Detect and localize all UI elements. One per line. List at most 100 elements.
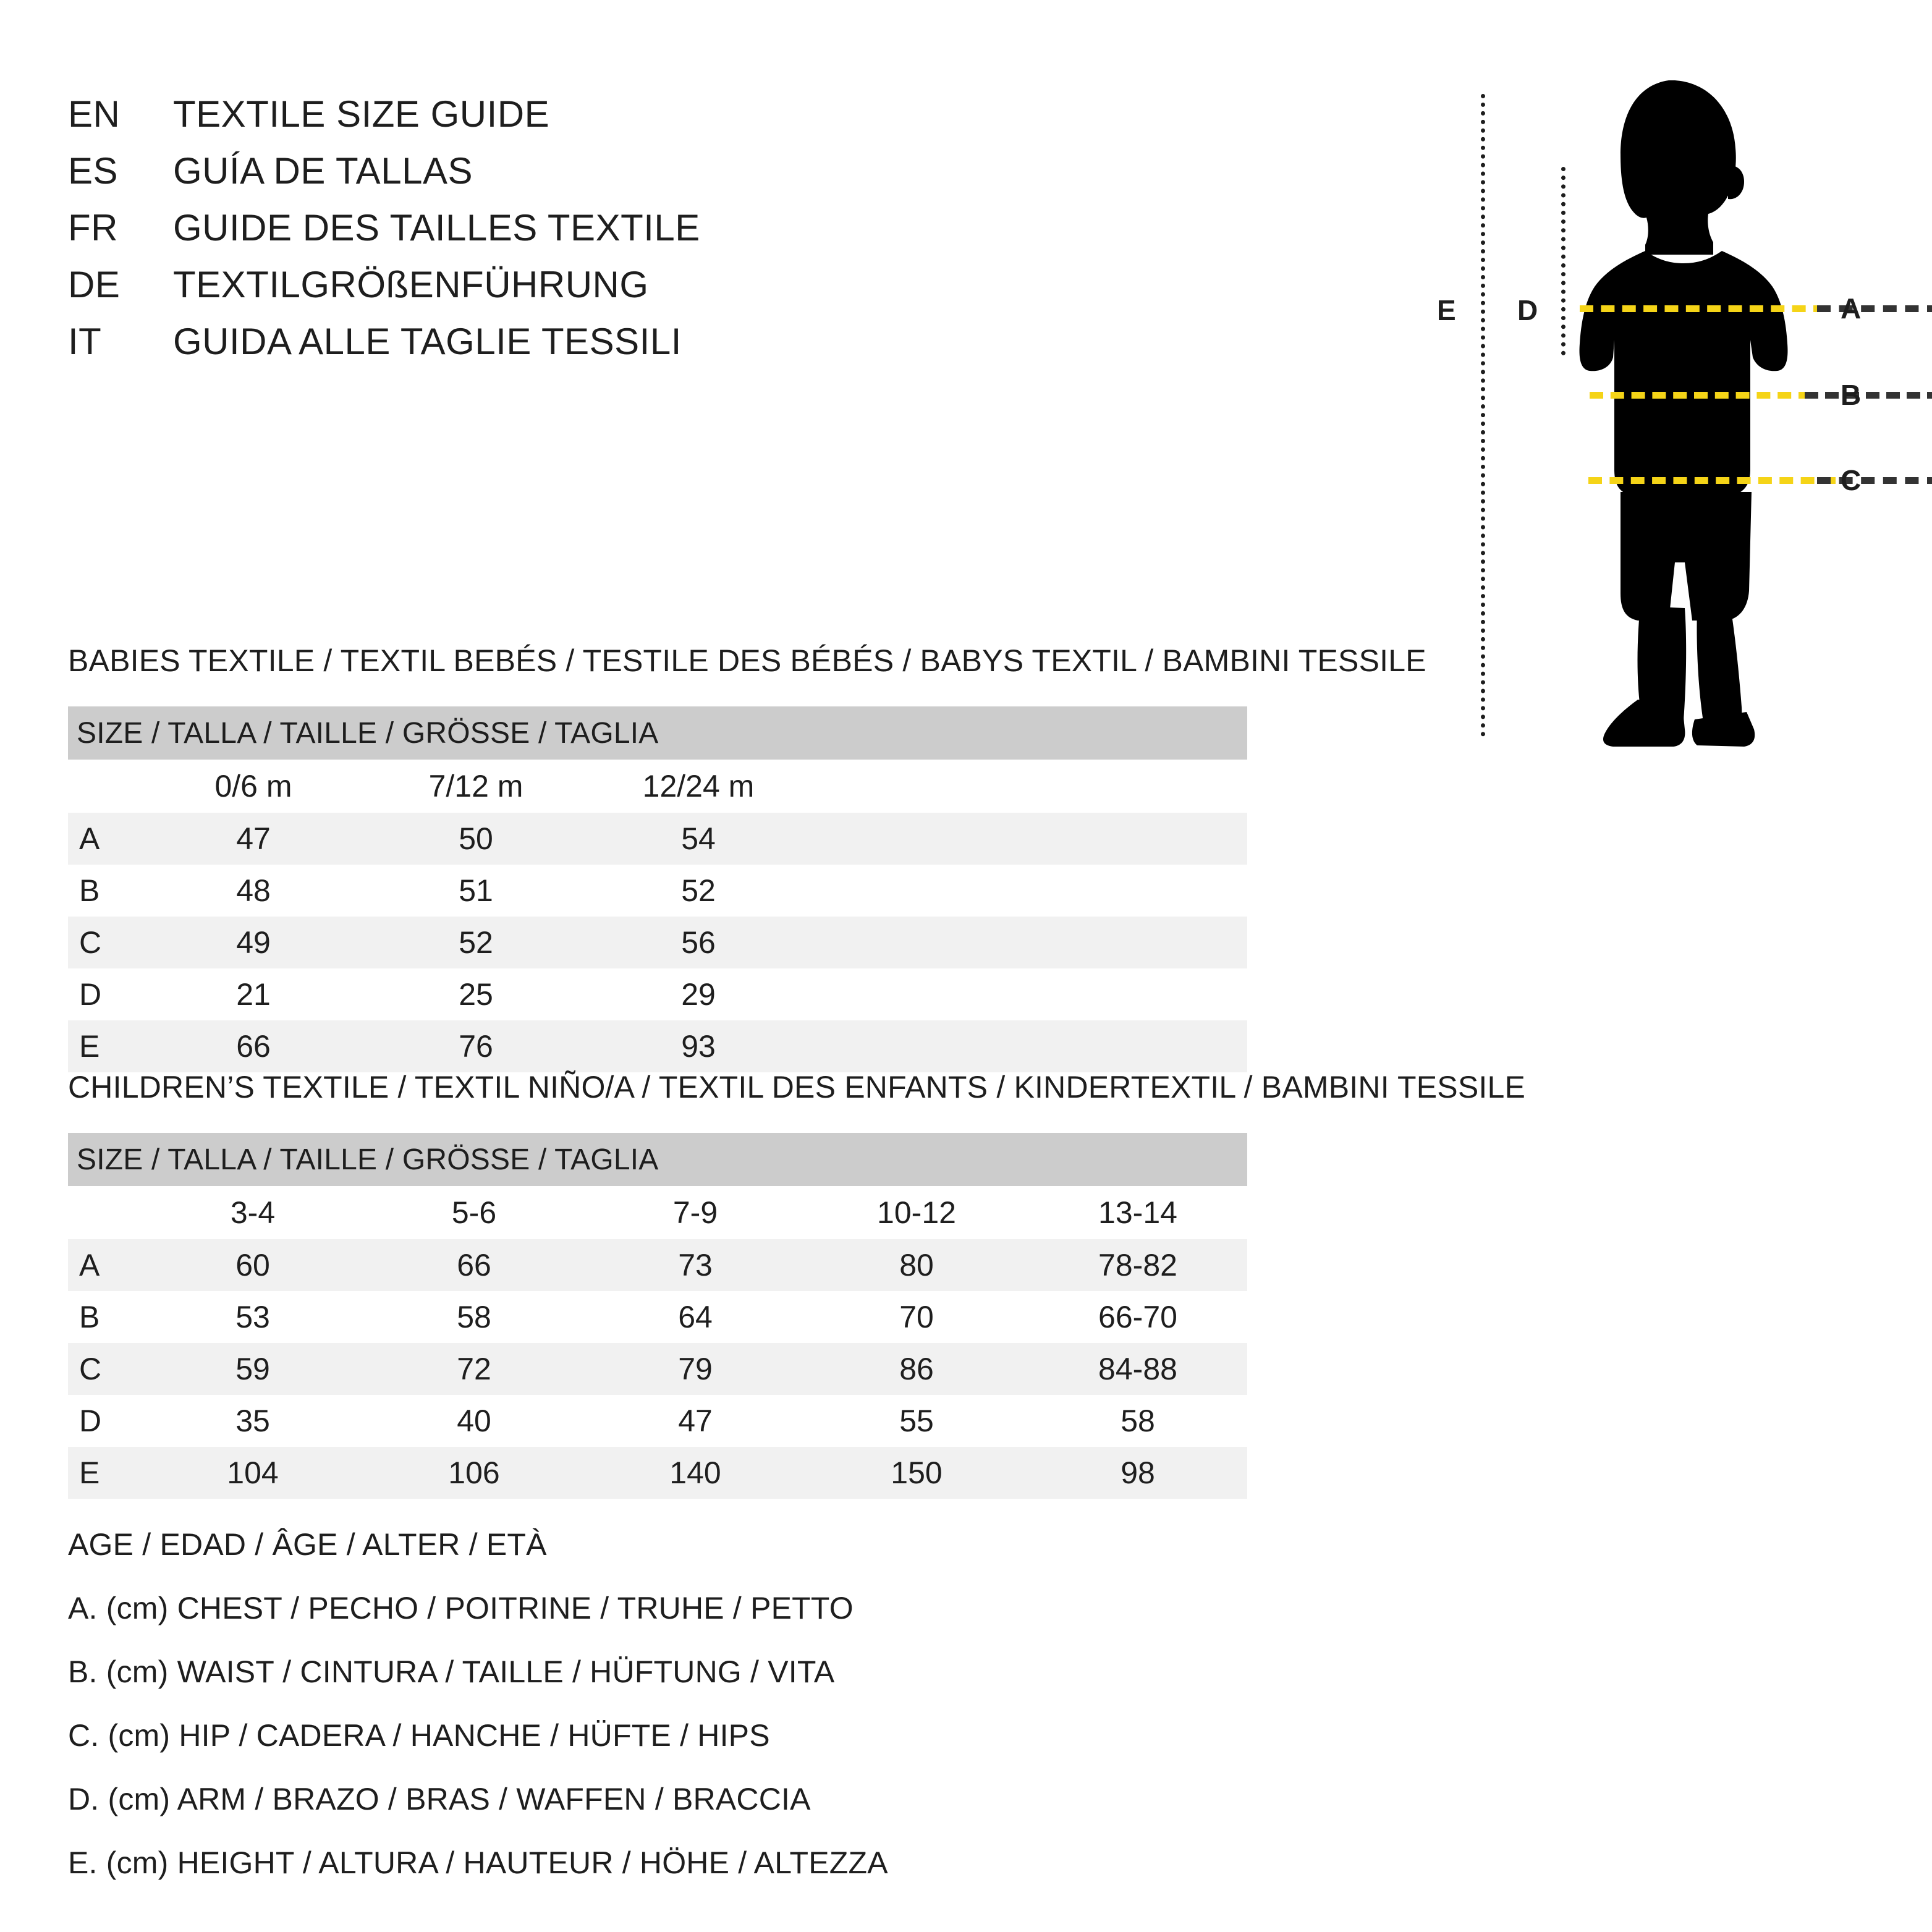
children-size-header-label: SIZE / TALLA / TAILLE / GRÖSSE / TAGLIA <box>77 1143 659 1176</box>
children-column-header: 5-6 <box>451 1195 497 1230</box>
table-cell: 58 <box>1121 1404 1155 1438</box>
language-title: GUIDA ALLE TAGLIE TESSILI <box>173 321 682 362</box>
language-code: FR <box>68 207 118 248</box>
table-row: A 47 50 54 <box>68 813 1247 865</box>
children-column-header: 7-9 <box>672 1195 718 1230</box>
table-cell: 47 <box>678 1404 713 1438</box>
waist-measure-line <box>1590 392 1812 399</box>
table-cell: 84-88 <box>1098 1352 1177 1386</box>
table-cell: 66-70 <box>1098 1300 1177 1334</box>
table-row: E 66 76 93 <box>68 1020 1247 1072</box>
table-cell: 66 <box>457 1248 491 1282</box>
children-column-header: 10-12 <box>877 1195 956 1230</box>
table-row: B 48 51 52 <box>68 865 1247 917</box>
waist-label: B <box>1841 379 1862 411</box>
table-row: A 60 66 73 80 78-82 <box>68 1239 1247 1291</box>
language-row: FR GUIDE DES TAILLES TEXTILE <box>68 206 933 263</box>
table-cell: 140 <box>669 1455 721 1490</box>
language-title-block: EN TEXTILE SIZE GUIDE ES GUÍA DE TALLAS … <box>68 93 933 377</box>
height-label: E <box>1437 294 1456 326</box>
row-label: C <box>79 1352 102 1386</box>
babies-table-header: SIZE / TALLA / TAILLE / GRÖSSE / TAGLIA <box>68 706 1247 760</box>
babies-column-header: 7/12 m <box>428 769 523 803</box>
table-cell: 106 <box>448 1455 500 1490</box>
chest-measure-line <box>1580 305 1827 312</box>
table-cell: 52 <box>459 925 493 960</box>
table-cell: 35 <box>235 1404 270 1438</box>
language-row: IT GUIDA ALLE TAGLIE TESSILI <box>68 320 933 377</box>
table-cell: 56 <box>681 925 716 960</box>
row-label: A <box>79 1248 100 1282</box>
child-silhouette-icon <box>1579 80 1788 747</box>
table-cell: 49 <box>236 925 271 960</box>
language-code: ES <box>68 150 119 192</box>
table-cell: 72 <box>457 1352 491 1386</box>
waist-leader-line <box>1805 392 1932 399</box>
table-cell: 59 <box>235 1352 270 1386</box>
table-cell: 150 <box>891 1455 943 1490</box>
table-cell: 86 <box>899 1352 934 1386</box>
babies-size-table: SIZE / TALLA / TAILLE / GRÖSSE / TAGLIA … <box>68 706 1247 1072</box>
legend-item-e: E. (cm) HEIGHT / ALTURA / HAUTEUR / HÖHE… <box>68 1845 888 1880</box>
body-measurement-diagram: A B C D E <box>1421 74 1932 754</box>
table-cell: 98 <box>1121 1455 1155 1490</box>
legend-item-d: D. (cm) ARM / BRAZO / BRAS / WAFFEN / BR… <box>68 1782 811 1816</box>
table-cell: 40 <box>457 1404 491 1438</box>
row-label: D <box>79 977 102 1012</box>
legend-item-a: A. (cm) CHEST / PECHO / POITRINE / TRUHE… <box>68 1591 854 1625</box>
table-cell: 60 <box>235 1248 270 1282</box>
language-row: DE TEXTILGRÖßENFÜHRUNG <box>68 263 933 320</box>
language-title: GUÍA DE TALLAS <box>173 150 473 192</box>
babies-size-header-label: SIZE / TALLA / TAILLE / GRÖSSE / TAGLIA <box>77 716 659 750</box>
babies-section-title: BABIES TEXTILE / TEXTIL BEBÉS / TESTILE … <box>68 643 1426 678</box>
row-label: B <box>79 873 100 908</box>
table-row: D 21 25 29 <box>68 968 1247 1020</box>
table-cell: 78-82 <box>1098 1248 1177 1282</box>
babies-column-header: 12/24 m <box>642 769 755 803</box>
table-cell: 21 <box>236 977 271 1012</box>
language-title: TEXTILGRÖßENFÜHRUNG <box>173 264 649 305</box>
row-label: C <box>79 925 102 960</box>
table-cell: 48 <box>236 873 271 908</box>
children-column-header: 13-14 <box>1098 1195 1177 1230</box>
children-column-header: 3-4 <box>230 1195 276 1230</box>
table-cell: 93 <box>681 1029 716 1064</box>
arm-label: D <box>1517 294 1538 326</box>
children-table-header: SIZE / TALLA / TAILLE / GRÖSSE / TAGLIA <box>68 1133 1247 1186</box>
babies-column-header-row: 0/6 m 7/12 m 12/24 m <box>68 760 1247 813</box>
chest-leader-line <box>1817 305 1932 312</box>
table-cell: 73 <box>678 1248 713 1282</box>
table-cell: 50 <box>459 821 493 856</box>
table-row: E 104 106 140 150 98 <box>68 1447 1247 1499</box>
children-size-table: SIZE / TALLA / TAILLE / GRÖSSE / TAGLIA … <box>68 1133 1247 1499</box>
table-cell: 51 <box>459 873 493 908</box>
children-section-title: CHILDREN’S TEXTILE / TEXTIL NIÑO/A / TEX… <box>68 1070 1526 1104</box>
language-title: TEXTILE SIZE GUIDE <box>173 93 550 135</box>
row-label: D <box>79 1404 102 1438</box>
row-label: A <box>79 821 100 856</box>
legend-item-b: B. (cm) WAIST / CINTURA / TAILLE / HÜFTU… <box>68 1654 835 1689</box>
language-code: EN <box>68 93 121 135</box>
chest-label: A <box>1841 292 1862 324</box>
babies-column-header: 0/6 m <box>214 769 292 803</box>
language-row: ES GUÍA DE TALLAS <box>68 150 933 206</box>
table-cell: 80 <box>899 1248 934 1282</box>
table-cell: 76 <box>459 1029 493 1064</box>
table-cell: 66 <box>236 1029 271 1064</box>
table-cell: 58 <box>457 1300 491 1334</box>
table-row: C 59 72 79 86 84-88 <box>68 1343 1247 1395</box>
table-cell: 54 <box>681 821 716 856</box>
hip-label: C <box>1841 464 1862 496</box>
language-title: GUIDE DES TAILLES TEXTILE <box>173 207 700 248</box>
legend-item-c: C. (cm) HIP / CADERA / HANCHE / HÜFTE / … <box>68 1718 770 1753</box>
table-cell: 29 <box>681 977 716 1012</box>
row-label: E <box>79 1029 100 1064</box>
arm-guide-dotted-line <box>1561 167 1566 355</box>
table-row: B 53 58 64 70 66-70 <box>68 1291 1247 1343</box>
language-code: DE <box>68 264 121 305</box>
table-row: C 49 52 56 <box>68 917 1247 968</box>
table-cell: 25 <box>459 977 493 1012</box>
hip-leader-line <box>1817 477 1932 484</box>
language-row: EN TEXTILE SIZE GUIDE <box>68 93 933 150</box>
